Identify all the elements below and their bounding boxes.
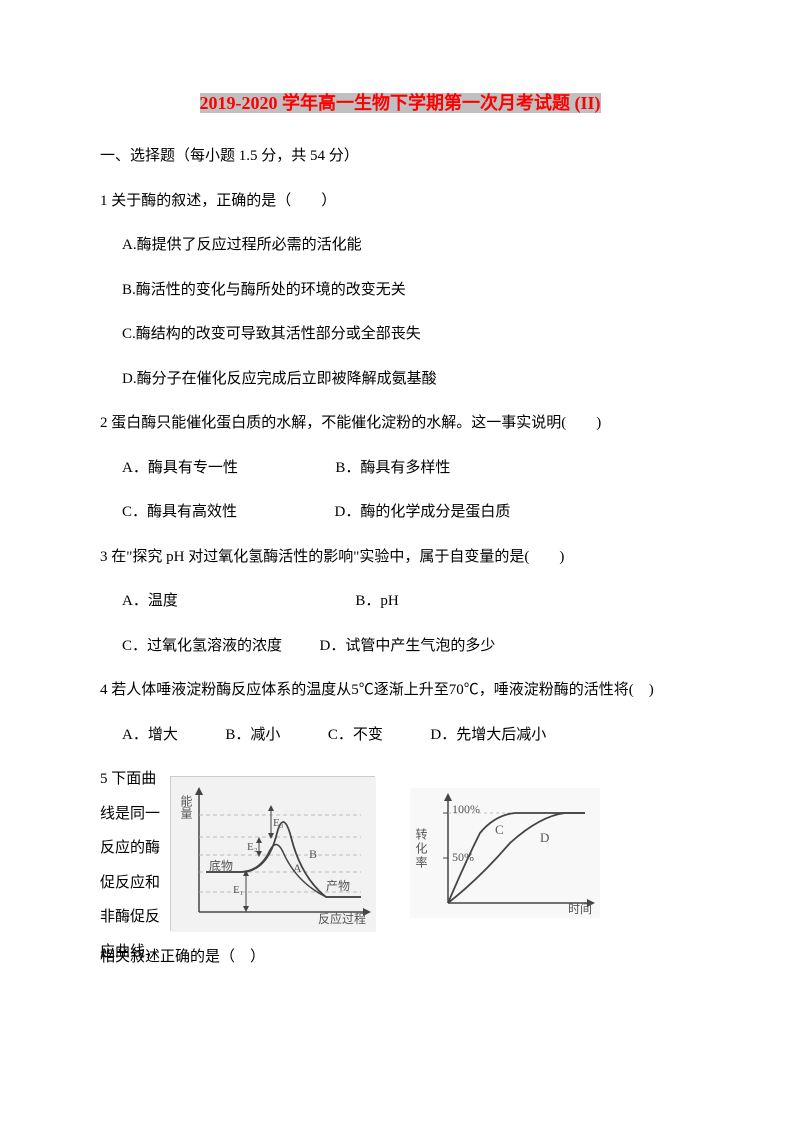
page-title: 2019-2020 学年高一生物下学期第一次月考试题 (II) xyxy=(100,90,700,117)
q3-optB: B．pH xyxy=(355,593,398,609)
q4-options-row: A．增大 B．减小 C．不变 D．先增大后减小 xyxy=(100,724,700,747)
q2-optA: A．酶具有专一性 xyxy=(122,460,238,476)
q2-options-row2: C．酶具有高效性 D．酶的化学成分是蛋白质 xyxy=(100,501,700,524)
title-year: 2019-2020 xyxy=(200,93,278,113)
q2-optD: D．酶的化学成分是蛋白质 xyxy=(335,504,511,520)
q5-line3: 反应的酶 xyxy=(100,837,160,860)
chart1-xlabel: 反应过程 xyxy=(318,910,366,928)
chart1-B: B xyxy=(309,845,317,863)
q2-options-row1: A．酶具有专一性 B．酶具有多样性 xyxy=(100,457,700,480)
q5-text-wrap: 5 下面曲 线是同一 反应的酶 促反应和 非酶促反 应曲线， xyxy=(100,768,160,938)
q4-stem: 4 若人体唾液淀粉酶反应体系的温度从5℃逐渐上升至70℃，唾液淀粉酶的活性将( … xyxy=(100,679,700,702)
q3-optA: A．温度 xyxy=(122,593,178,609)
chart2-xlabel: 时间 xyxy=(568,900,592,918)
q5-line1: 5 下面曲 xyxy=(100,768,160,791)
q4-optB: B．减小 xyxy=(225,727,280,743)
chart1-product: 产物 xyxy=(326,877,350,895)
q2-stem: 2 蛋白酶只能催化蛋白质的水解，不能催化淀粉的水解。这一事实说明( ) xyxy=(100,412,700,435)
chart2-D: D xyxy=(540,828,549,848)
q1-optA: A.酶提供了反应过程所必需的活化能 xyxy=(100,234,700,257)
q3-options-row1: A．温度 B．pH xyxy=(100,590,700,613)
q5-line2: 线是同一 xyxy=(100,803,160,826)
q4-optC: C．不变 xyxy=(328,727,383,743)
q4-optD: D．先增大后减小 xyxy=(430,727,546,743)
q3-optC: C．过氧化氢溶液的浓度 xyxy=(122,638,282,654)
chart1-E2: E₂ xyxy=(247,839,258,856)
chart2-ylabel: 转化率 xyxy=(412,828,430,870)
q5-line4: 促反应和 xyxy=(100,872,160,895)
q1-optC: C.酶结构的改变可导致其活性部分或全部丧失 xyxy=(100,323,700,346)
title-rest: 学年高一生物下学期第一次月考试题 (II) xyxy=(278,93,601,113)
chart2-y50: 50% xyxy=(452,848,474,866)
chart2-y100: 100% xyxy=(452,800,480,818)
chart1-substrate: 底物 xyxy=(209,857,233,875)
q3-stem: 3 在"探究 pH 对过氧化氢酶活性的影响"实验中，属于自变量的是( ) xyxy=(100,546,700,569)
q1-stem: 1 关于酶的叙述，正确的是（ ） xyxy=(100,190,700,213)
q2-optC: C．酶具有高效性 xyxy=(122,504,237,520)
q2-optB: B．酶具有多样性 xyxy=(335,460,450,476)
chart1-E1: E₁ xyxy=(233,882,244,899)
q1-optD: D.酶分子在催化反应完成后立即被降解成氨基酸 xyxy=(100,368,700,391)
q3-optD: D．试管中产生气泡的多少 xyxy=(320,638,496,654)
q5-line5: 非酶促反 xyxy=(100,906,160,929)
chart1-A: A xyxy=(293,859,302,877)
section-header: 一、选择题（每小题 1.5 分，共 54 分） xyxy=(100,145,700,168)
q5-last: 相关叙述正确的是（ ） xyxy=(100,946,700,969)
energy-chart: 能量 反应过程 E₃ E₂ E₁ A B 底物 产物 xyxy=(170,776,375,931)
chart1-E3: E₃ xyxy=(273,815,284,832)
q1-optB: B.酶活性的变化与酶所处的环境的改变无关 xyxy=(100,279,700,302)
chart1-ylabel: 能量 xyxy=(177,795,195,819)
q5-charts: 能量 反应过程 E₃ E₂ E₁ A B 底物 产物 转化率 时间 xyxy=(170,768,600,938)
chart2-C: C xyxy=(495,820,504,840)
q3-options-row2: C．过氧化氢溶液的浓度 D．试管中产生气泡的多少 xyxy=(100,635,700,658)
q4-optA: A．增大 xyxy=(122,727,178,743)
conversion-chart: 转化率 时间 100% 50% C D xyxy=(410,788,600,918)
q5-container: 5 下面曲 线是同一 反应的酶 促反应和 非酶促反 应曲线， xyxy=(100,768,700,938)
